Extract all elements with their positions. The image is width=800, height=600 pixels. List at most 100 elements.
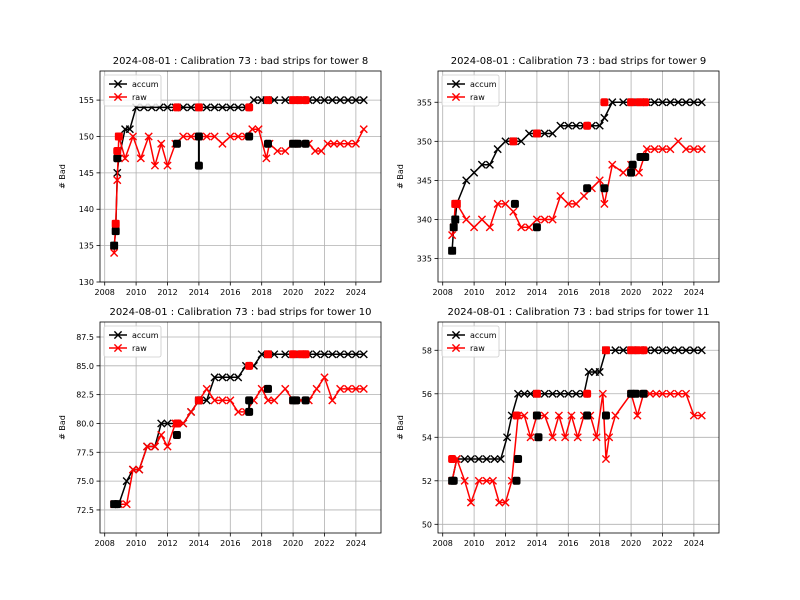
data-point: [226, 373, 235, 382]
data-point: [320, 350, 329, 359]
data-point: [163, 442, 172, 451]
legend-marker: [113, 343, 123, 353]
data-point: [218, 103, 227, 112]
data-point: [674, 346, 683, 355]
calibration-marker: [532, 411, 541, 420]
data-point: [524, 129, 534, 138]
y-tick-label: 87.5: [76, 333, 94, 342]
y-tick-label: 155: [79, 96, 94, 105]
legend-marker: [113, 79, 123, 89]
y-tick-label: 52: [422, 477, 432, 486]
data-point: [202, 396, 211, 405]
series-calibration-markers: [111, 96, 310, 228]
data-point: [658, 346, 667, 355]
series-calibration-markers: [448, 346, 648, 464]
data-point: [595, 121, 604, 130]
data-point: [658, 98, 667, 107]
data-point: [359, 96, 368, 105]
axes-frame: [437, 321, 720, 534]
series-accum: [448, 346, 706, 485]
chart-title: 2024-08-01 : Calibration 73 : bad strips…: [113, 56, 369, 67]
data-point: [548, 389, 557, 398]
calibration-marker: [263, 350, 272, 359]
calibration-marker: [301, 396, 310, 405]
data-point: [351, 384, 360, 393]
calibration-marker: [448, 246, 457, 255]
data-point: [666, 145, 675, 154]
data-point: [328, 350, 337, 359]
data-point: [186, 407, 196, 417]
data-point: [666, 389, 675, 398]
y-axis-label: # Bad: [396, 415, 405, 440]
calibration-marker: [627, 168, 636, 177]
legend-label: accum: [470, 331, 497, 340]
x-tick-label: 2010: [126, 539, 146, 548]
data-point: [642, 145, 651, 154]
data-point: [595, 367, 604, 377]
legend-marker: [113, 92, 123, 102]
data-point: [336, 139, 345, 148]
data-point: [520, 411, 529, 420]
data-point: [144, 132, 153, 141]
series-line: [114, 375, 364, 505]
data-point: [122, 477, 131, 486]
data-point: [226, 132, 235, 141]
legend-label: raw: [132, 93, 147, 102]
data-point: [474, 454, 483, 464]
series-line: [451, 349, 702, 481]
calibration-marker: [113, 154, 122, 163]
calibration-marker: [583, 411, 592, 420]
data-point: [666, 346, 675, 355]
data-point: [619, 98, 628, 107]
data-point: [317, 146, 326, 156]
chart-title: 2024-08-01 : Calibration 73 : bad strips…: [448, 307, 710, 318]
x-tick-label: 2012: [495, 288, 515, 297]
data-point: [548, 215, 557, 224]
data-point: [226, 103, 235, 112]
data-point: [592, 433, 601, 442]
data-point: [674, 389, 683, 398]
data-point: [556, 191, 565, 201]
data-point: [248, 125, 257, 134]
y-tick-label: 75.0: [76, 477, 94, 486]
data-point: [359, 350, 368, 359]
axes-frame: [99, 321, 382, 534]
data-point: [128, 465, 138, 474]
y-tick-label: 145: [79, 169, 94, 178]
data-point: [234, 132, 243, 141]
data-point: [493, 145, 502, 154]
data-point: [163, 161, 172, 170]
data-point: [517, 137, 526, 146]
x-tick-label: 2022: [652, 539, 672, 548]
legend-label: accum: [132, 80, 159, 89]
data-point: [226, 396, 235, 405]
y-axis-label: # Bad: [58, 415, 67, 440]
data-point: [273, 146, 282, 156]
y-tick-label: 77.5: [76, 448, 94, 457]
x-tick-label: 2024: [346, 539, 366, 548]
x-tick-label: 2016: [558, 539, 578, 548]
data-point: [601, 454, 611, 464]
data-point: [462, 215, 471, 224]
x-tick-label: 2024: [684, 539, 704, 548]
y-tick-label: 50: [422, 520, 432, 529]
data-point: [157, 430, 166, 440]
y-tick-label: 56: [422, 390, 432, 399]
data-point: [210, 396, 219, 405]
data-point: [650, 346, 659, 355]
data-point: [210, 373, 219, 382]
calibration-marker: [510, 199, 519, 208]
data-point: [482, 454, 491, 464]
calibration-marker: [512, 476, 521, 485]
data-point: [520, 389, 529, 398]
data-point: [179, 132, 188, 141]
data-point: [329, 139, 338, 148]
data-point: [254, 125, 263, 134]
data-point: [323, 139, 332, 148]
data-point: [163, 103, 172, 112]
calibration-marker: [111, 227, 120, 236]
series-calibration-markers: [172, 350, 310, 428]
series-calibration-markers: [110, 384, 310, 509]
y-axis-label: # Bad: [396, 164, 405, 189]
x-tick-label: 2014: [189, 288, 209, 297]
